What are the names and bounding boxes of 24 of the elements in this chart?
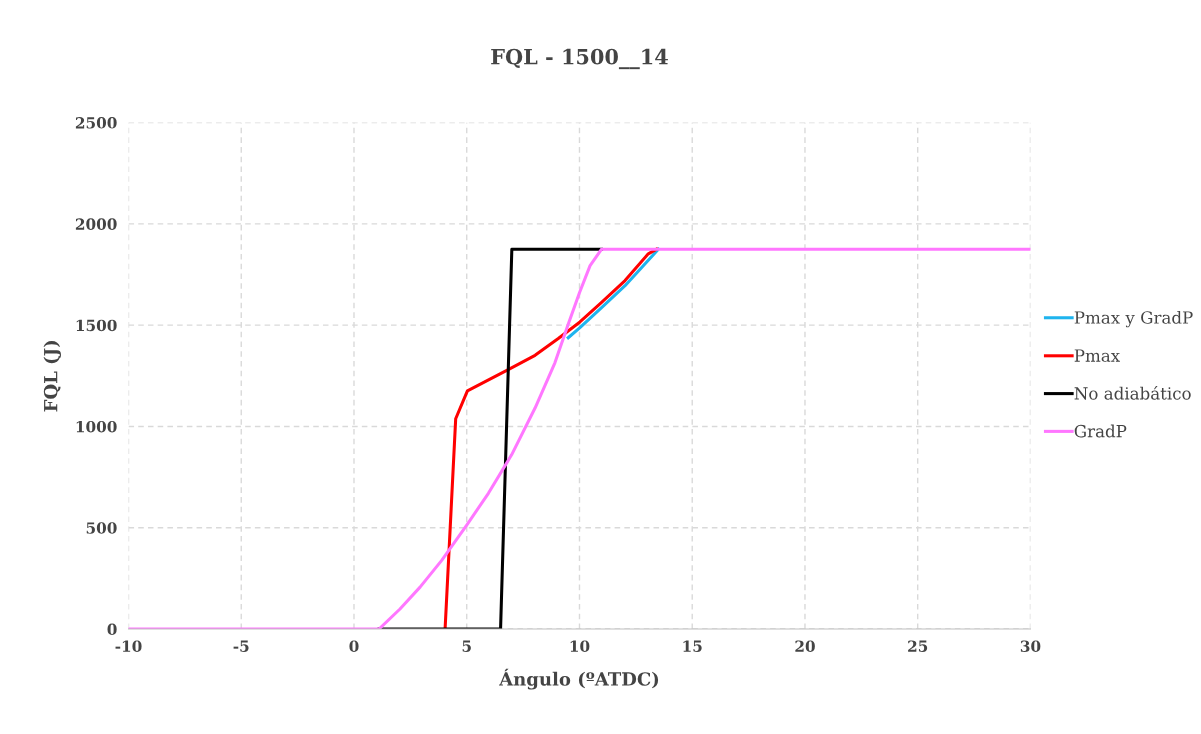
legend-label: GradP [1074,424,1127,438]
y-tick-label: 1000 [76,420,117,433]
y-tick-label: 0 [107,623,117,636]
x-tick-label: 15 [683,640,702,652]
legend-label: Pmax y GradP [1074,310,1193,328]
x-axis-title: Ángulo (ºATDC) [499,668,659,690]
x-tick-label: 5 [462,640,471,652]
y-tick-label: 500 [86,522,117,534]
x-tick-label: -5 [233,640,249,652]
y-tick-label: 2000 [75,218,117,230]
x-tick-label: 0 [349,640,359,652]
line-series [443,247,659,630]
line-series [566,247,660,340]
y-tick-label: 2500 [75,117,117,129]
x-tick-label: -10 [115,640,142,652]
legend-label: Pmax [1074,349,1120,362]
x-tick-label: 10 [570,640,590,652]
chart-title: FQL - 1500__14 [491,48,668,70]
x-tick-label: 30 [1020,640,1041,652]
y-axis-title: FQL (J) [43,340,61,412]
y-tick-label: 1500 [76,319,117,332]
x-tick-label: 25 [908,640,928,652]
x-tick-label: 20 [795,640,815,652]
legend-label: No adiabático [1074,386,1191,400]
